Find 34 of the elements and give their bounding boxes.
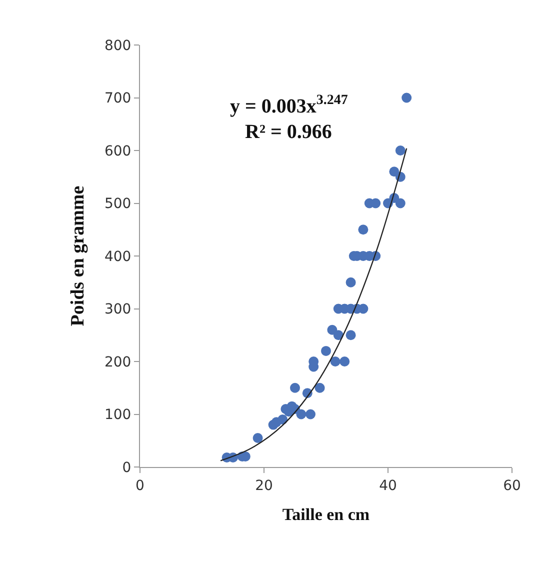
point xyxy=(278,414,288,425)
point xyxy=(358,224,368,235)
line-series xyxy=(220,148,408,462)
point xyxy=(290,382,300,393)
y-tick-label: 500 xyxy=(104,196,132,212)
point xyxy=(330,356,340,366)
y-tick-label: 200 xyxy=(104,354,132,370)
x-tick-label: 0 xyxy=(136,478,144,494)
point xyxy=(252,432,263,443)
point xyxy=(333,330,344,340)
y-axis-title: Poids en gramme xyxy=(67,186,88,326)
y-tick-label: 0 xyxy=(122,460,132,476)
point xyxy=(306,409,316,420)
annotation: y = 0.003x$^{3.247}$ xyxy=(230,93,348,118)
x-tick-label: 20 xyxy=(255,478,273,494)
y-tick-label: 700 xyxy=(104,90,132,107)
x-axis-title: Taille en cm xyxy=(282,505,370,524)
y-tick-label: 400 xyxy=(104,248,132,265)
annotation: R² = 0.966 xyxy=(245,121,332,143)
y-tick-label: 300 xyxy=(104,302,132,318)
point xyxy=(395,198,406,208)
y-tick-label: 800 xyxy=(104,38,132,54)
y-tick-label: 100 xyxy=(104,407,132,424)
point xyxy=(346,277,356,288)
x-tick-label: 60 xyxy=(503,478,521,494)
y-tick-label: 600 xyxy=(104,143,132,160)
point xyxy=(321,346,331,356)
point xyxy=(296,409,306,420)
point xyxy=(395,146,406,156)
x-tick-label: 40 xyxy=(379,478,397,494)
point xyxy=(314,382,325,393)
point xyxy=(402,92,412,103)
point xyxy=(346,330,356,340)
point xyxy=(340,356,350,366)
